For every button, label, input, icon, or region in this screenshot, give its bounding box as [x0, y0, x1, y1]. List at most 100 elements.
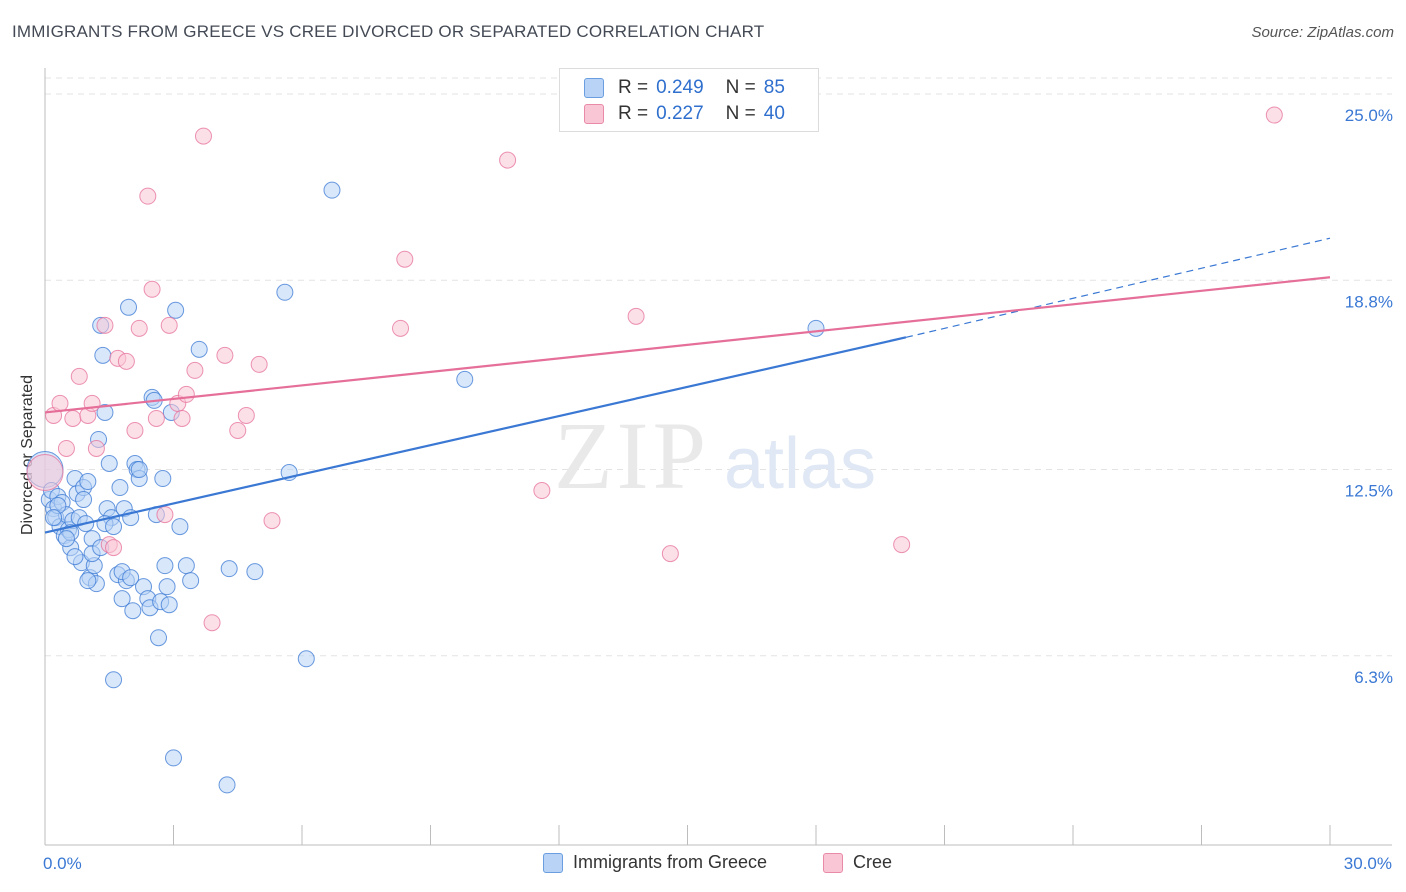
point-cree — [392, 319, 410, 337]
chart-title: IMMIGRANTS FROM GREECE VS CREE DIVORCED … — [12, 22, 765, 41]
point-cree — [26, 454, 64, 492]
point-greece — [220, 560, 238, 578]
point-cree — [203, 614, 221, 632]
tick-labels: 6.3% 12.5% 18.8% 25.0% 0.0% 30.0% — [43, 106, 1393, 873]
watermark-atlas: atlas — [724, 424, 876, 504]
point-cree — [173, 409, 191, 427]
source-label: Source: ZipAtlas.com — [1251, 24, 1394, 41]
point-greece — [276, 283, 294, 301]
point-cree — [250, 355, 268, 373]
point-greece — [75, 491, 93, 509]
point-greece — [456, 370, 474, 388]
point-greece — [323, 181, 341, 199]
point-cree — [893, 536, 911, 554]
point-greece — [807, 319, 825, 337]
legend-r-label: R = — [618, 77, 649, 98]
series-legend: Immigrants from Greece Cree — [0, 852, 1406, 876]
point-greece — [57, 530, 75, 548]
point-cree — [156, 506, 174, 524]
point-cree — [396, 250, 414, 268]
point-cree — [627, 307, 645, 325]
trend-line-greece — [44, 336, 907, 534]
legend-item-cree[interactable]: Cree — [823, 852, 892, 873]
x-tick-label: 30.0% — [1344, 854, 1392, 873]
point-greece — [105, 518, 123, 536]
point-cree — [96, 316, 114, 334]
point-cree — [87, 439, 105, 457]
y-tick-label: 12.5% — [1345, 482, 1393, 501]
axes — [44, 68, 1392, 846]
point-cree — [229, 421, 247, 439]
legend-label-greece: Immigrants from Greece — [573, 852, 768, 872]
point-cree — [117, 352, 135, 370]
correlation-legend: R = 0.249 N = 85 R = 0.227 N = 40 — [559, 68, 819, 132]
point-greece — [246, 563, 264, 581]
legend-item-greece[interactable]: Immigrants from Greece — [543, 852, 767, 873]
y-tick-label: 18.8% — [1345, 292, 1393, 311]
point-greece — [94, 346, 112, 364]
trend-lines — [44, 237, 1331, 534]
point-greece — [113, 590, 131, 608]
point-greece — [79, 572, 97, 590]
point-greece — [150, 629, 168, 647]
legend-row-greece: R = 0.249 N = 85 — [584, 76, 785, 100]
legend-r-value: 0.249 — [656, 77, 704, 98]
point-greece — [100, 455, 118, 473]
point-cree — [51, 394, 69, 412]
point-cree — [533, 482, 551, 500]
point-greece — [105, 671, 123, 689]
x-tick-label: 0.0% — [43, 854, 82, 873]
point-greece — [111, 479, 129, 497]
point-cree — [147, 409, 165, 427]
point-cree — [143, 280, 161, 298]
point-greece — [167, 301, 185, 319]
point-cree — [57, 439, 75, 457]
point-greece — [156, 557, 174, 575]
point-cree — [130, 319, 148, 337]
point-cree — [194, 127, 212, 145]
point-greece — [158, 578, 176, 596]
point-cree — [186, 361, 204, 379]
point-greece — [130, 461, 148, 479]
legend-n-value: 40 — [763, 103, 785, 124]
point-greece — [297, 650, 315, 668]
point-cree — [139, 187, 157, 205]
point-cree — [105, 539, 123, 557]
legend-swatch-greece — [543, 852, 563, 873]
point-greece — [160, 596, 178, 614]
point-cree — [661, 545, 679, 563]
trend-line-cree — [44, 276, 1331, 414]
legend-label-cree: Cree — [853, 852, 893, 872]
trend-extension-greece — [905, 237, 1331, 338]
point-cree — [237, 406, 255, 424]
point-greece — [124, 602, 142, 620]
point-greece — [190, 340, 208, 358]
point-greece — [79, 473, 97, 491]
legend-row-cree: R = 0.227 N = 40 — [584, 102, 785, 126]
point-greece — [66, 548, 84, 566]
point-cree — [263, 512, 281, 530]
point-greece — [45, 509, 63, 527]
point-cree — [177, 385, 195, 403]
point-greece — [177, 557, 195, 575]
point-cree — [70, 367, 88, 385]
point-cree — [1265, 106, 1283, 124]
legend-r-label: R = — [618, 103, 649, 124]
legend-swatch-cree — [823, 852, 843, 873]
watermark: ZIP atlas — [554, 402, 876, 509]
legend-n-label: N = — [725, 103, 756, 124]
point-cree — [499, 151, 517, 169]
watermark-zip: ZIP — [554, 402, 710, 509]
point-greece — [171, 518, 189, 536]
point-cree — [126, 421, 144, 439]
point-greece — [165, 749, 182, 767]
legend-n-label: N = — [725, 77, 756, 98]
point-cree — [160, 316, 178, 334]
legend-r-value: 0.227 — [656, 103, 704, 124]
point-greece — [218, 776, 236, 794]
point-greece — [96, 403, 114, 421]
point-greece — [122, 569, 140, 587]
point-greece — [120, 298, 138, 316]
legend-swatch-cree — [584, 104, 604, 124]
